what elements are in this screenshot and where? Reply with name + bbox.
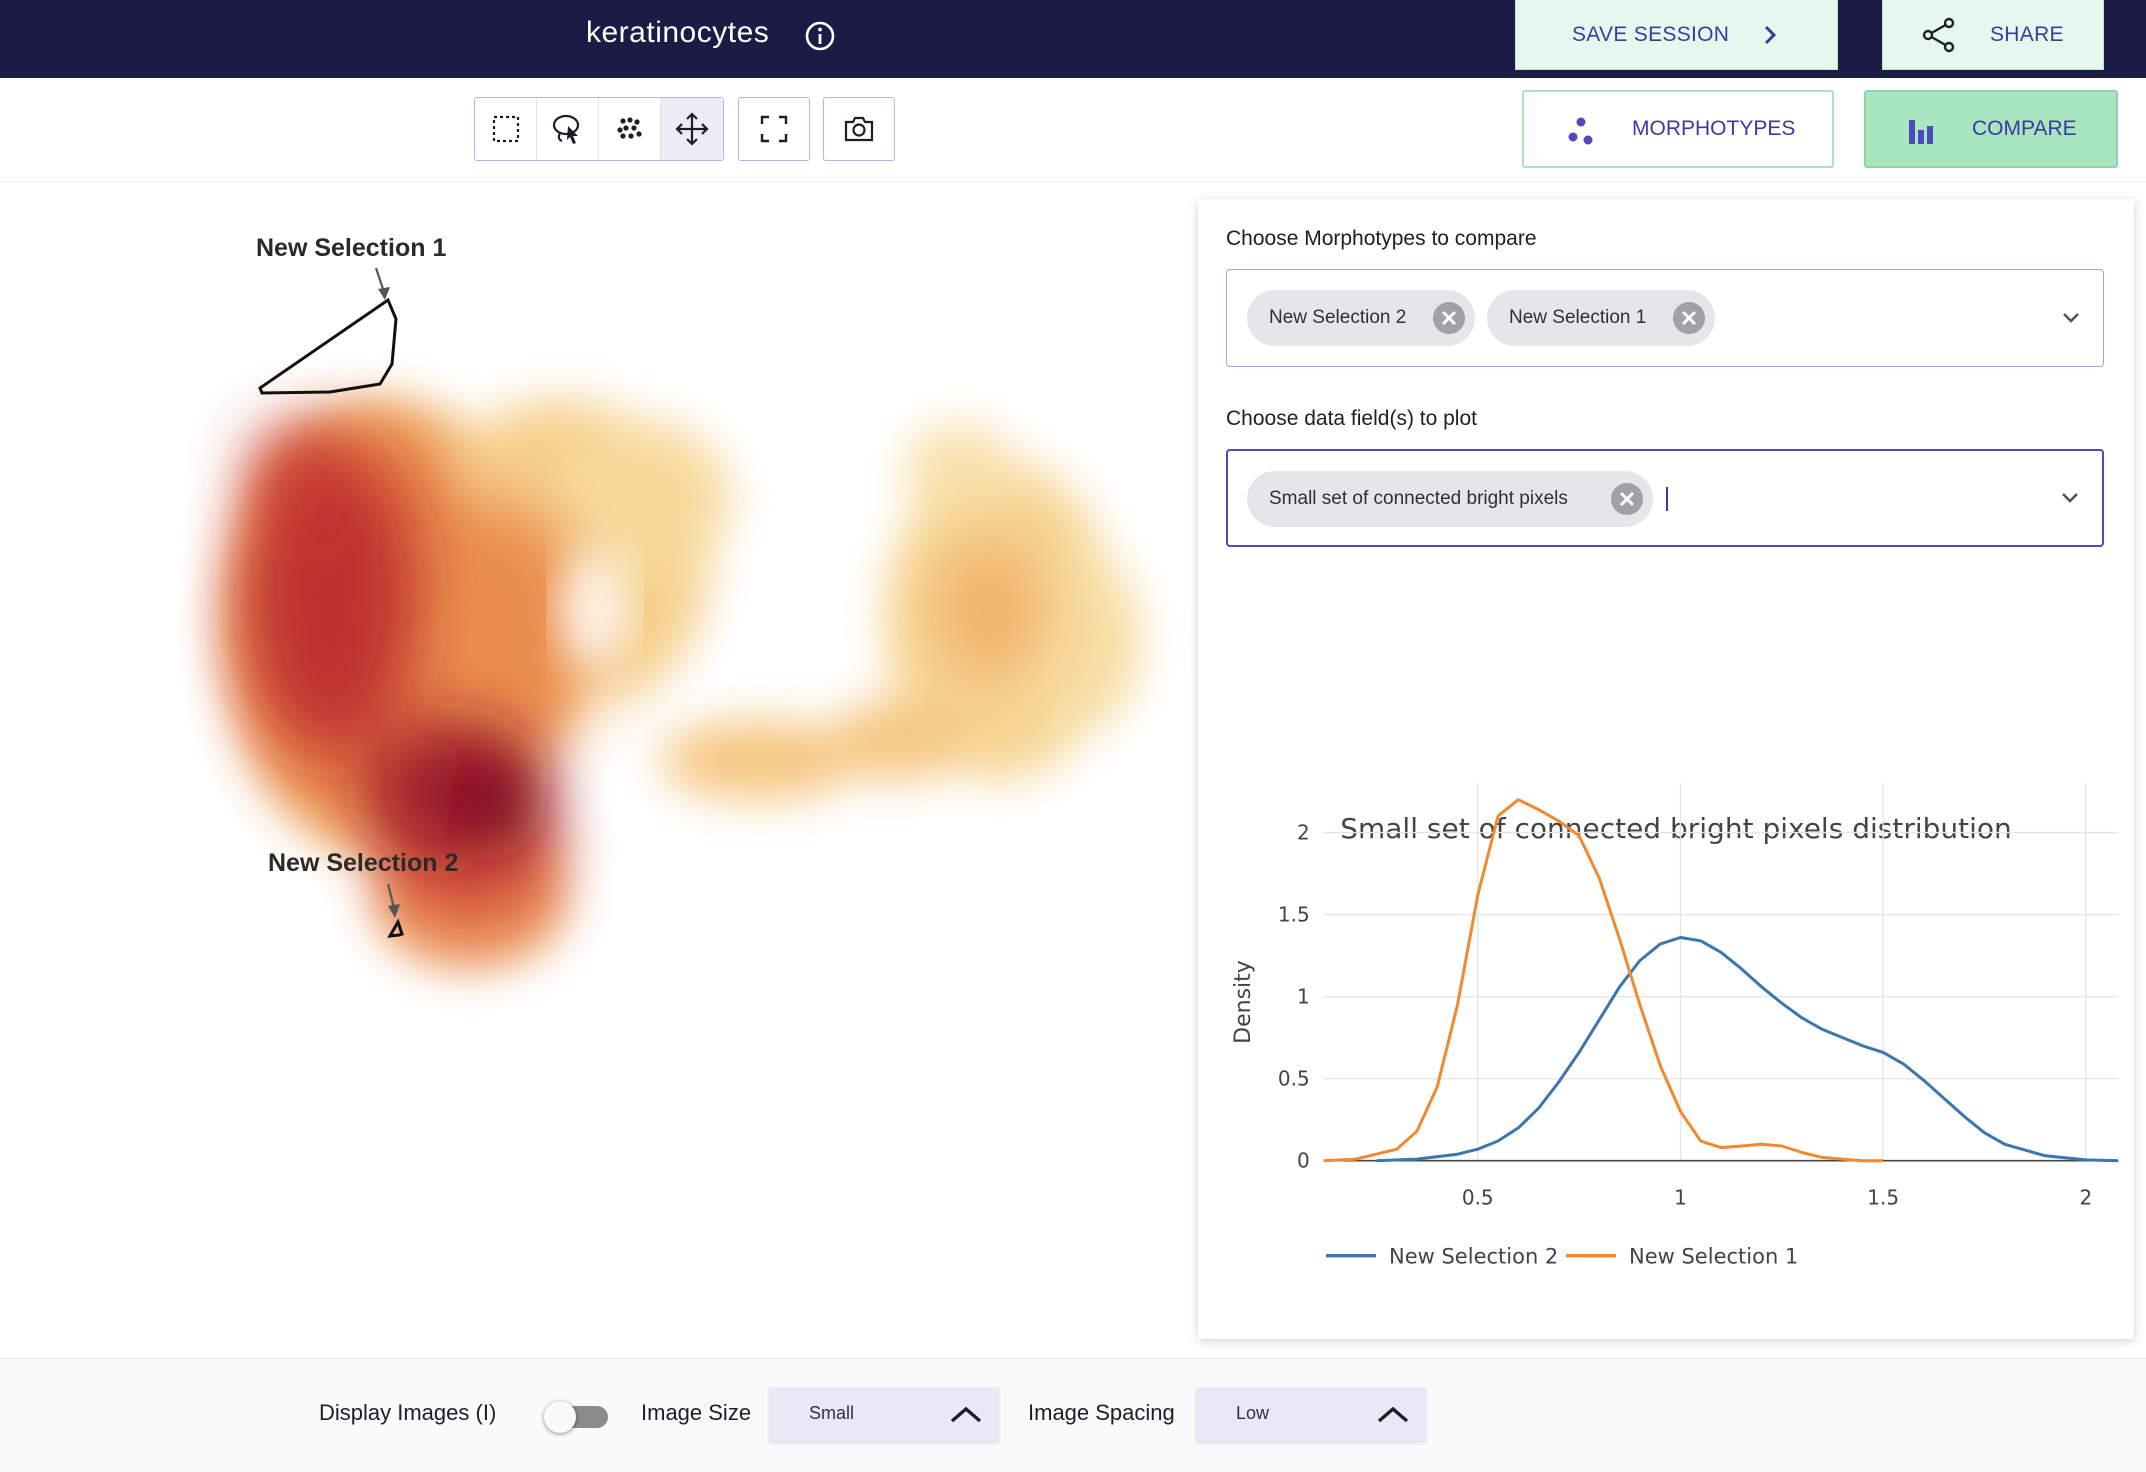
y-tick-label: 2 — [1297, 821, 1310, 845]
y-tick-label: 1 — [1297, 985, 1310, 1009]
chevron-right-icon — [1764, 25, 1777, 45]
image-spacing-label: Image Spacing — [1028, 1400, 1175, 1425]
chip-label: New Selection 2 — [1269, 307, 1407, 328]
fit-view-button[interactable] — [738, 97, 810, 161]
selection-2-annotation[interactable]: New Selection 2 — [268, 849, 458, 938]
chevron-down-icon[interactable] — [2061, 308, 2081, 328]
box-select-tool[interactable] — [475, 98, 537, 160]
x-tick-label: 0.5 — [1462, 1186, 1494, 1210]
series-line-1 — [1376, 936, 2119, 1163]
chart-title: Small set of connected bright pixels dis… — [1340, 812, 2012, 845]
screenshot-button[interactable] — [823, 97, 895, 161]
bar-chart-icon — [1909, 120, 1933, 144]
morphotypes-multiselect[interactable]: New Selection 2 New Selection 1 — [1226, 269, 2104, 367]
x-tick-label: 1 — [1674, 1186, 1687, 1210]
chart-series — [1323, 798, 2119, 1163]
selection-tool-group — [474, 97, 724, 161]
morphotypes-label: MORPHOTYPES — [1632, 117, 1796, 140]
x-tick-label: 2 — [2080, 1186, 2093, 1210]
fullscreen-icon — [760, 115, 788, 143]
save-session-button[interactable]: SAVE SESSION — [1515, 0, 1838, 70]
info-icon[interactable] — [804, 20, 836, 52]
morphotypes-icon — [1568, 117, 1593, 145]
chevron-down-icon[interactable] — [2060, 488, 2080, 508]
pan-tool[interactable] — [661, 98, 723, 160]
y-tick-label: 0.5 — [1278, 1067, 1310, 1091]
compare-label: COMPARE — [1972, 117, 2077, 140]
toggle-knob — [544, 1401, 576, 1433]
scatter-select-tool[interactable] — [599, 98, 661, 160]
morphotype-chip[interactable]: New Selection 2 — [1247, 290, 1475, 346]
scatter-select-icon — [616, 117, 642, 139]
distribution-chart[interactable]: Small set of connected bright pixels dis… — [1198, 599, 2134, 1299]
share-button[interactable]: SHARE — [1882, 0, 2104, 70]
selection-2-label: New Selection 2 — [268, 849, 458, 877]
image-spacing-select[interactable]: Low — [1196, 1387, 1426, 1441]
data-fields-multiselect[interactable]: Small set of connected bright pixels — [1226, 449, 2104, 547]
embedding-plot[interactable]: New Selection 1 New Selection 2 — [0, 183, 1196, 1358]
remove-chip-icon[interactable] — [1433, 302, 1465, 334]
image-size-label: Image Size — [641, 1400, 752, 1425]
box-select-icon — [492, 115, 519, 143]
y-axis-label: Density — [1231, 960, 1256, 1044]
image-size-value: Small — [809, 1403, 855, 1423]
selection-1-annotation[interactable]: New Selection 1 — [256, 234, 446, 395]
display-images-label: Display Images (I) — [319, 1400, 497, 1425]
morphotype-chip[interactable]: New Selection 1 — [1487, 290, 1715, 346]
y-tick-label: 0 — [1297, 1149, 1310, 1173]
remove-chip-icon[interactable] — [1673, 302, 1705, 334]
legend-label: New Selection 1 — [1629, 1245, 1798, 1269]
embedding-canvas[interactable]: New Selection 1 New Selection 2 — [0, 183, 1196, 1358]
dataset-title: keratinocytes — [586, 16, 770, 49]
chart-ticks: 0 0.5 1 1.5 2 0.5 1 1.5 2 — [1278, 821, 2092, 1210]
share-icon — [1922, 17, 1955, 53]
pan-icon — [675, 112, 709, 146]
remove-chip-icon[interactable] — [1611, 483, 1643, 515]
chip-label: New Selection 1 — [1509, 307, 1647, 328]
image-spacing-value: Low — [1236, 1403, 1270, 1423]
image-size-select[interactable]: Small — [769, 1387, 999, 1441]
top-bar: keratinocytes SAVE SESSION SHARE — [0, 0, 2146, 78]
share-label: SHARE — [1990, 22, 2064, 46]
lasso-select-tool[interactable] — [537, 98, 599, 160]
x-tick-label: 1.5 — [1867, 1186, 1899, 1210]
text-cursor — [1666, 487, 1668, 511]
data-fields-label: Choose data field(s) to plot — [1226, 407, 1477, 430]
chevron-up-icon — [950, 1406, 982, 1423]
morphotypes-field-label: Choose Morphotypes to compare — [1226, 227, 1537, 250]
display-images-toggle[interactable] — [544, 1401, 610, 1433]
selection-1-label: New Selection 1 — [256, 234, 446, 262]
chevron-up-icon — [1377, 1406, 1409, 1423]
chart-grid — [1323, 783, 2119, 1162]
bottom-bar — [0, 1358, 2146, 1472]
camera-icon — [844, 116, 874, 142]
compare-button[interactable]: COMPARE — [1864, 90, 2118, 168]
lasso-select-icon — [552, 114, 579, 144]
save-session-label: SAVE SESSION — [1572, 22, 1730, 46]
compare-panel: Choose Morphotypes to compare New Select… — [1198, 199, 2134, 1339]
field-chip[interactable]: Small set of connected bright pixels — [1247, 471, 1653, 527]
y-tick-label: 1.5 — [1278, 903, 1310, 927]
morphotypes-button[interactable]: MORPHOTYPES — [1522, 90, 1834, 168]
chip-label: Small set of connected bright pixels — [1269, 488, 1568, 509]
legend-label: New Selection 2 — [1389, 1245, 1558, 1269]
cell-density-cloud — [230, 400, 1140, 970]
series-line-2 — [1323, 798, 1884, 1163]
chart-legend[interactable]: New Selection 2 New Selection 1 — [1326, 1245, 1798, 1269]
